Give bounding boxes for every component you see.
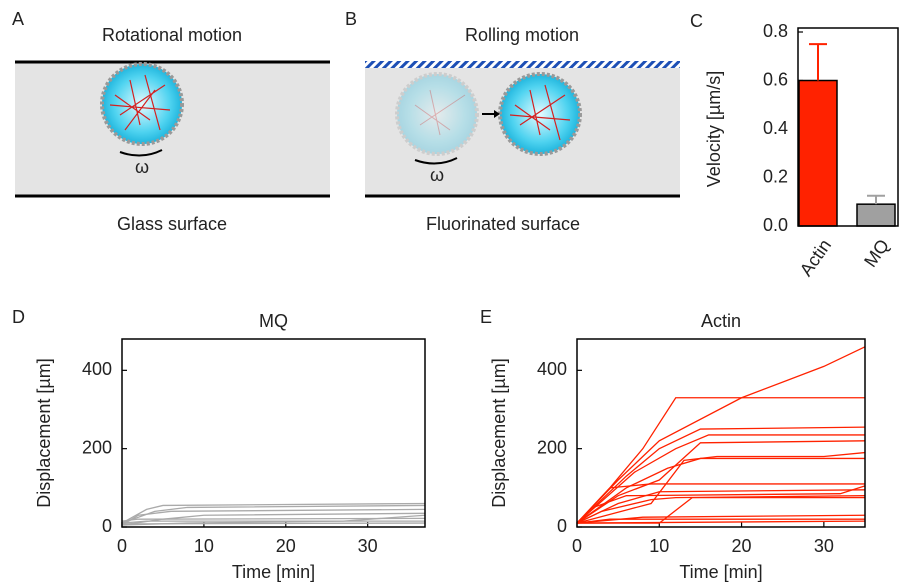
bar: [856, 203, 896, 227]
line: [576, 457, 865, 524]
y-tick-label: 0.2: [763, 166, 788, 186]
diagram-title: Rolling motion: [465, 25, 579, 45]
plot-frame: [797, 27, 899, 227]
x-tick-label: 20: [732, 536, 752, 556]
fluorinated-wall: [365, 61, 680, 68]
filaments: [109, 74, 171, 131]
line: [576, 495, 866, 524]
y-tick-label: 400: [537, 359, 567, 379]
error-bar: [809, 43, 827, 81]
y-tick-label: 400: [82, 359, 112, 379]
plot-frame: [121, 338, 426, 528]
panel-label: E: [480, 307, 492, 327]
diagram-title: Rotational motion: [102, 25, 242, 45]
vesicle: [498, 72, 582, 156]
plot-frame: [576, 338, 866, 528]
diagram-b: B Rolling motion ω Fluorinated surface: [345, 9, 680, 234]
line: [121, 512, 426, 526]
line: [576, 483, 865, 524]
y-tick-label: 0.4: [763, 118, 788, 138]
panel-label: C: [690, 11, 703, 31]
line: [576, 518, 865, 524]
y-tick-label: 200: [82, 437, 112, 457]
rotation-arrow: [414, 157, 458, 165]
line: [576, 426, 866, 524]
panel-label: A: [12, 9, 24, 29]
line: [576, 520, 866, 524]
x-axis-label: Time [min]: [679, 562, 762, 582]
chart-title: MQ: [259, 311, 288, 331]
line: [576, 434, 865, 524]
x-tick-label: 30: [358, 536, 378, 556]
filaments-ghost: [414, 89, 466, 136]
line: [121, 504, 426, 524]
line: [121, 522, 426, 525]
y-axis-label: Displacement [µm]: [489, 358, 509, 507]
line: [121, 517, 426, 522]
x-tick-label: 10: [649, 536, 669, 556]
line: [576, 451, 866, 524]
diagram-caption: Glass surface: [117, 214, 227, 234]
line: [576, 397, 865, 524]
y-axis-label: Displacement [µm]: [34, 358, 54, 507]
y-tick-label: 0.6: [763, 69, 788, 89]
panel-label: D: [12, 307, 25, 327]
vesicle: [100, 62, 184, 146]
line: [576, 440, 866, 524]
x-tick-label: 0: [572, 536, 582, 556]
x-tick-label: MQ: [860, 236, 893, 271]
x-tick-label: 20: [276, 536, 296, 556]
bar: [798, 79, 838, 227]
y-tick-label: 0: [102, 516, 112, 536]
diagram-caption: Fluorinated surface: [426, 214, 580, 234]
line: [576, 485, 866, 524]
x-tick-label: 10: [194, 536, 214, 556]
chart-title: Actin: [701, 311, 741, 331]
rotation-arrow: [119, 149, 163, 157]
line: [121, 502, 426, 524]
filaments: [509, 84, 571, 141]
x-tick-label: 30: [814, 536, 834, 556]
vesicle-ghost: [395, 72, 479, 156]
y-axis-label: Velocity [µm/s]: [704, 71, 724, 187]
line: [121, 520, 425, 524]
y-tick-label: 0.8: [763, 21, 788, 41]
omega: ω: [430, 165, 444, 185]
diagram-a: A Rotational motion ω Glass surface: [12, 9, 330, 234]
error-bar: [867, 194, 885, 205]
x-axis-label: Time [min]: [232, 562, 315, 582]
y-tick-label: 0: [557, 516, 567, 536]
omega: ω: [135, 157, 149, 177]
y-tick-label: 200: [537, 437, 567, 457]
panel-label: B: [345, 9, 357, 29]
move-arrow-head: [494, 110, 500, 118]
x-tick-label: Actin: [796, 236, 835, 280]
y-tick-label: 0.0: [763, 215, 788, 235]
x-tick-label: 0: [117, 536, 127, 556]
